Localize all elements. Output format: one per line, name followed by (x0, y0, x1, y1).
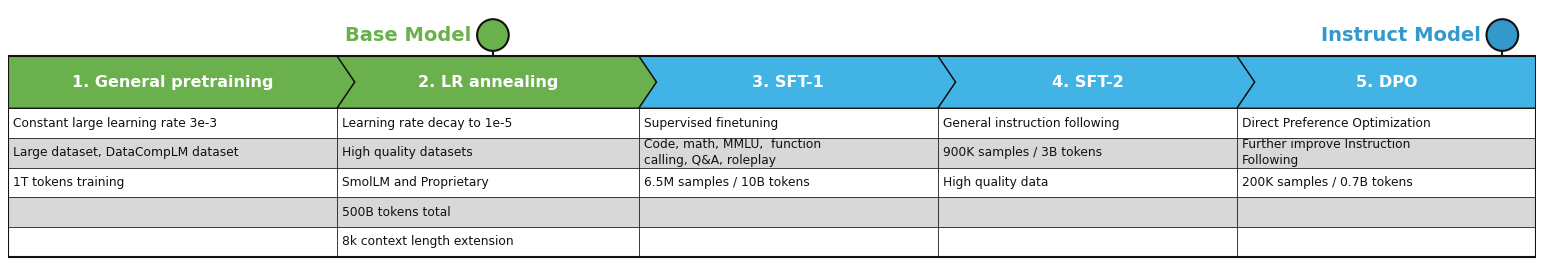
Text: 3. SFT-1: 3. SFT-1 (752, 75, 824, 90)
Text: 4. SFT-2: 4. SFT-2 (1051, 75, 1124, 90)
Bar (1237, 197, 1536, 227)
Text: Constant large learning rate 3e-3: Constant large learning rate 3e-3 (12, 117, 218, 130)
Text: 2. LR annealing: 2. LR annealing (418, 75, 557, 90)
Text: 6.5M samples / 10B tokens: 6.5M samples / 10B tokens (644, 176, 809, 189)
Text: 200K samples / 0.7B tokens: 200K samples / 0.7B tokens (1241, 176, 1413, 189)
Text: SmolLM and Proprietary: SmolLM and Proprietary (341, 176, 489, 189)
Bar (937, 138, 1237, 168)
Ellipse shape (477, 19, 510, 51)
Bar (337, 138, 639, 168)
Text: 8k context length extension: 8k context length extension (341, 235, 514, 248)
Polygon shape (639, 56, 956, 108)
Bar (639, 108, 937, 138)
Text: High quality data: High quality data (943, 176, 1048, 189)
Bar (639, 168, 937, 197)
Bar (639, 227, 937, 257)
Bar (8, 168, 337, 197)
Bar (1237, 227, 1536, 257)
Bar (337, 168, 639, 197)
Bar (8, 138, 337, 168)
Bar (8, 56, 1536, 257)
Text: Supervised finetuning: Supervised finetuning (644, 117, 778, 130)
Bar (8, 227, 337, 257)
Text: Learning rate decay to 1e-5: Learning rate decay to 1e-5 (341, 117, 513, 130)
Text: 1. General pretraining: 1. General pretraining (71, 75, 273, 90)
Text: High quality datasets: High quality datasets (341, 146, 472, 159)
Bar (937, 108, 1237, 138)
Polygon shape (337, 56, 656, 108)
Bar (337, 227, 639, 257)
Bar (8, 197, 337, 227)
Polygon shape (937, 56, 1255, 108)
Text: Further improve Instruction
Following: Further improve Instruction Following (1241, 138, 1410, 167)
Text: Direct Preference Optimization: Direct Preference Optimization (1241, 117, 1431, 130)
Bar (337, 197, 639, 227)
Text: 1T tokens training: 1T tokens training (12, 176, 125, 189)
Ellipse shape (1487, 19, 1518, 51)
Bar (937, 227, 1237, 257)
Text: Instruct Model: Instruct Model (1320, 25, 1481, 44)
Bar (937, 197, 1237, 227)
Text: 5. DPO: 5. DPO (1356, 75, 1417, 90)
Polygon shape (8, 56, 355, 108)
Text: Large dataset, DataCompLM dataset: Large dataset, DataCompLM dataset (12, 146, 239, 159)
Text: Code, math, MMLU,  function
calling, Q&A, roleplay: Code, math, MMLU, function calling, Q&A,… (644, 138, 821, 167)
Polygon shape (1237, 56, 1536, 108)
Text: General instruction following: General instruction following (943, 117, 1119, 130)
Text: 900K samples / 3B tokens: 900K samples / 3B tokens (943, 146, 1102, 159)
Bar (1237, 108, 1536, 138)
Text: 500B tokens total: 500B tokens total (341, 206, 451, 219)
Text: Base Model: Base Model (344, 25, 471, 44)
Bar (1237, 168, 1536, 197)
Bar (639, 138, 937, 168)
Bar (1237, 138, 1536, 168)
Bar (639, 197, 937, 227)
Bar (337, 108, 639, 138)
Bar (8, 108, 337, 138)
Bar (937, 168, 1237, 197)
